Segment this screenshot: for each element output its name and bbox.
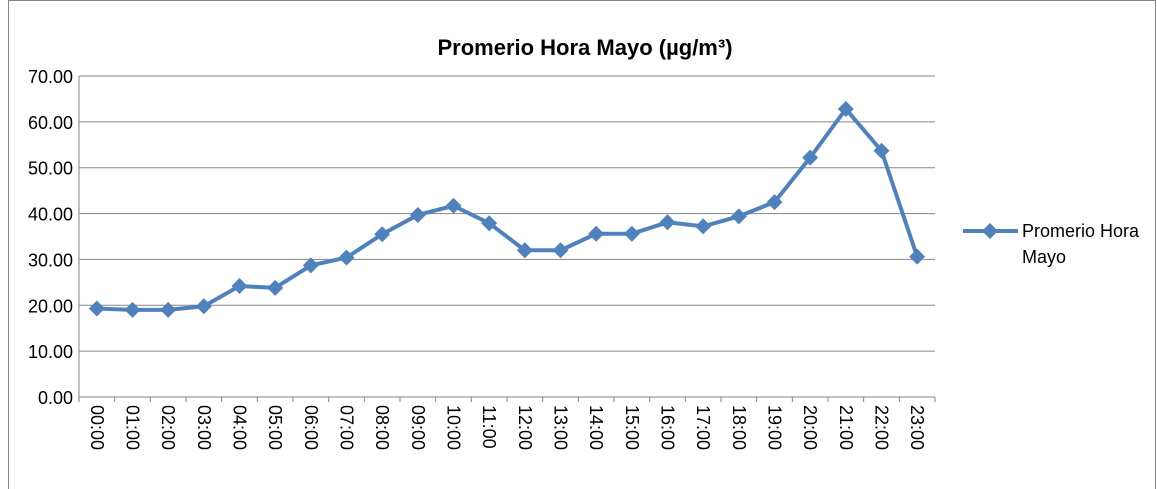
x-tick-label: 01:00 <box>123 405 143 450</box>
marker <box>267 279 284 296</box>
marker <box>659 214 676 231</box>
x-tick-label: 11:00 <box>479 405 499 449</box>
x-tick-label: 04:00 <box>230 405 250 450</box>
x-tick-label: 06:00 <box>301 405 321 450</box>
y-tick-label: 0.00 <box>38 388 73 408</box>
x-tick-label: 13:00 <box>551 405 571 450</box>
x-tick-label: 02:00 <box>158 405 178 450</box>
y-tick-label: 30.00 <box>28 250 73 270</box>
x-tick-label: 21:00 <box>836 405 856 450</box>
x-tick-label: 18:00 <box>729 405 749 450</box>
x-tick-label: 20:00 <box>800 405 820 450</box>
marker <box>516 242 533 259</box>
marker <box>623 225 640 242</box>
marker <box>837 101 854 118</box>
legend-label: Promerio Hora Mayo <box>1022 221 1140 267</box>
x-tick-label: 15:00 <box>622 405 642 450</box>
marker <box>552 242 569 259</box>
marker <box>195 298 212 315</box>
y-tick-label: 20.00 <box>28 296 73 316</box>
chart-border <box>8 0 1156 489</box>
marker <box>302 257 319 274</box>
marker <box>695 218 712 235</box>
x-tick-label: 17:00 <box>693 405 713 450</box>
marker <box>766 194 783 211</box>
y-tick-label: 10.00 <box>28 342 73 362</box>
x-tick-label: 09:00 <box>408 405 428 450</box>
marker <box>338 249 355 266</box>
marker <box>730 208 747 225</box>
marker <box>909 248 926 265</box>
x-tick-label: 23:00 <box>907 405 927 450</box>
x-tick-label: 05:00 <box>265 405 285 450</box>
marker <box>231 278 248 295</box>
marker <box>374 226 391 243</box>
y-tick-label: 60.00 <box>28 113 73 133</box>
marker <box>873 142 890 159</box>
marker <box>588 225 605 242</box>
x-tick-label: 00:00 <box>87 405 107 450</box>
marker <box>445 197 462 214</box>
x-tick-label: 03:00 <box>194 405 214 450</box>
x-tick-label: 10:00 <box>444 405 464 450</box>
x-tick-label: 16:00 <box>658 405 678 450</box>
x-tick-label: 07:00 <box>337 405 357 450</box>
y-tick-label: 70.00 <box>28 67 73 87</box>
y-tick-label: 40.00 <box>28 205 73 225</box>
marker <box>124 301 141 318</box>
x-tick-label: 12:00 <box>515 405 535 450</box>
x-tick-label: 08:00 <box>372 405 392 450</box>
x-tick-label: 19:00 <box>765 405 785 450</box>
x-tick-label: 14:00 <box>586 405 606 450</box>
marker <box>802 149 819 166</box>
chart-title: Promerio Hora Mayo (µg/m³) <box>437 35 732 60</box>
marker <box>160 301 177 318</box>
x-tick-label: 22:00 <box>872 405 892 450</box>
marker <box>88 300 105 317</box>
y-tick-label: 50.00 <box>28 159 73 179</box>
marker <box>481 215 498 232</box>
legend-marker <box>982 223 998 239</box>
line <box>96 107 920 312</box>
marker <box>409 206 426 223</box>
